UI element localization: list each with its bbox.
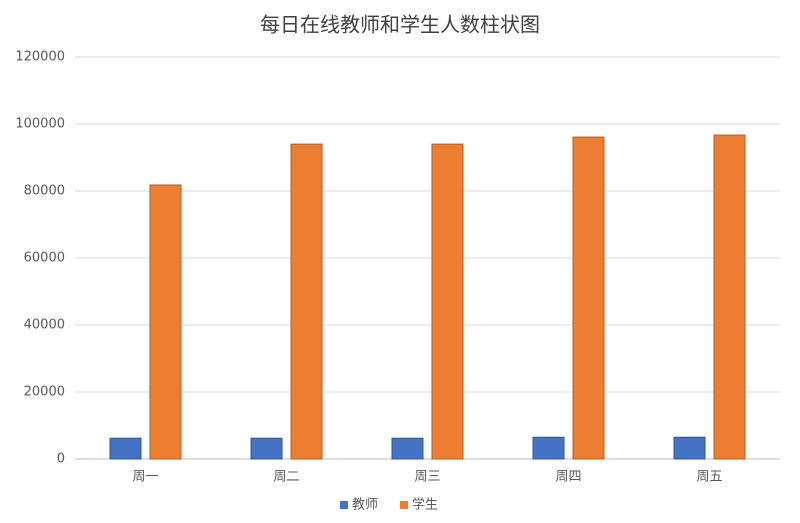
y-tick-label: 80000 bbox=[24, 184, 65, 199]
bar bbox=[431, 143, 464, 460]
y-tick-label: 0 bbox=[57, 452, 65, 467]
bar bbox=[391, 437, 424, 460]
y-tick-label: 40000 bbox=[24, 318, 65, 333]
x-tick-label: 周二 bbox=[273, 470, 299, 485]
bar bbox=[149, 184, 182, 460]
x-tick-label: 周五 bbox=[696, 470, 722, 485]
x-tick-label: 周四 bbox=[555, 470, 581, 485]
bar bbox=[673, 436, 706, 460]
bar bbox=[713, 134, 746, 460]
y-tick-label: 100000 bbox=[15, 117, 65, 132]
x-tick-label: 周一 bbox=[132, 470, 158, 485]
bar bbox=[250, 437, 283, 460]
bar bbox=[109, 437, 142, 460]
bar bbox=[532, 436, 565, 460]
x-tick-label: 周三 bbox=[414, 470, 440, 485]
legend-label: 教师 bbox=[352, 497, 378, 513]
bar bbox=[290, 143, 323, 460]
bar bbox=[572, 136, 605, 460]
legend-swatch bbox=[340, 501, 348, 509]
y-tick-label: 120000 bbox=[15, 50, 65, 65]
y-tick-label: 60000 bbox=[24, 251, 65, 266]
legend-swatch bbox=[400, 501, 408, 509]
legend-label: 学生 bbox=[412, 497, 438, 513]
y-tick-label: 20000 bbox=[24, 385, 65, 400]
chart-title: 每日在线教师和学生人数柱状图 bbox=[260, 13, 540, 37]
